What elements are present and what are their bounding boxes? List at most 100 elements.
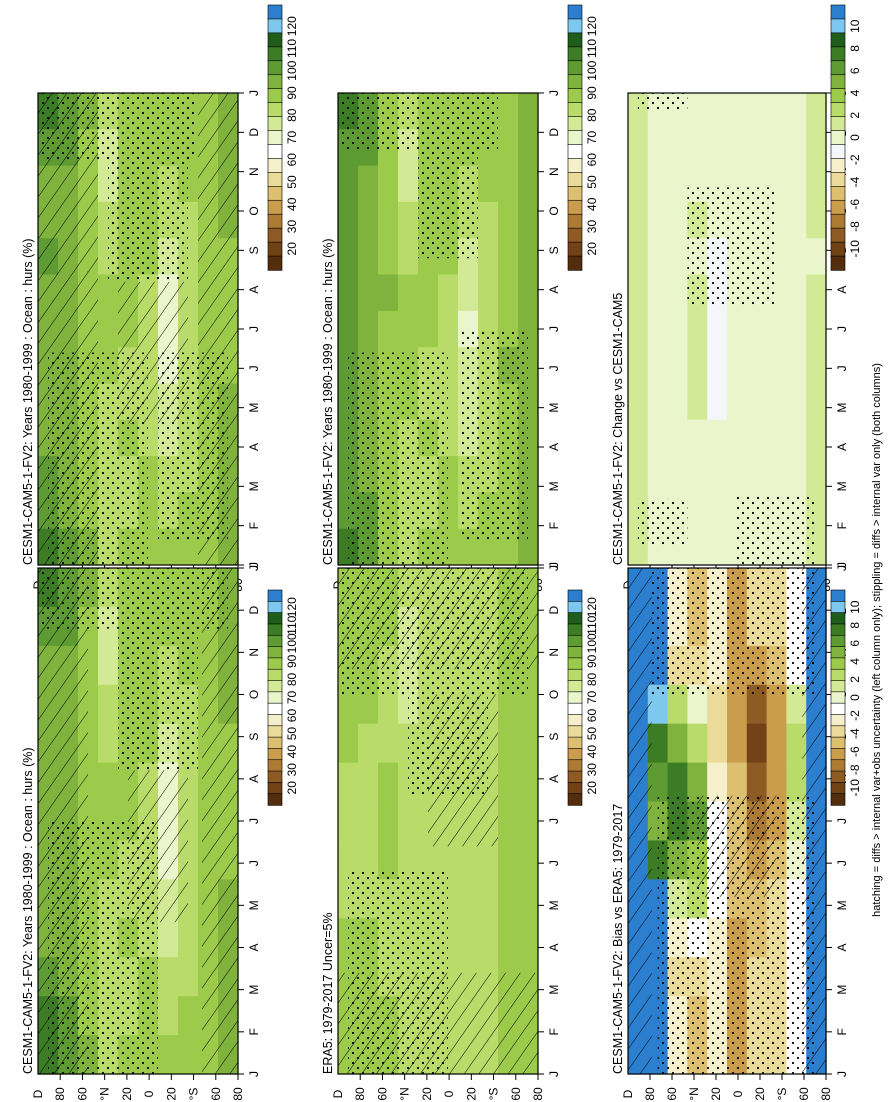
colorbar-swatch [567, 255, 583, 271]
x-tick-label: J [247, 818, 261, 824]
panel-title: ERA5: 1979-2017 Uncer=5% [321, 912, 335, 1074]
y-tick-label: 20 [709, 1087, 723, 1101]
y-tick-label: 60 [75, 1087, 89, 1101]
colorbar-tick-label: 4 [848, 658, 862, 665]
colorbar-swatch [567, 60, 583, 76]
colorbar: 120 110 100 90 80 70 60 50 40 30 20 [567, 4, 599, 271]
colorbar-tick-label: 100 [585, 60, 599, 80]
colorbar-swatch [830, 158, 846, 174]
hatching-region [128, 770, 188, 923]
heatmap-cell [628, 456, 649, 493]
x-tick-label: A [547, 443, 561, 451]
colorbar-tick-label: 20 [585, 781, 599, 795]
colorbar-swatch [567, 623, 583, 636]
colorbar-tick-label: 20 [285, 242, 299, 256]
colorbar-tick-label: 80 [285, 108, 299, 122]
colorbar-swatch [267, 60, 283, 76]
heatmap-cell [628, 165, 649, 203]
heatmap-cell [707, 492, 728, 530]
colorbar-swatch [567, 186, 583, 201]
x-tick-label: N [547, 167, 561, 176]
colorbar-swatch [567, 725, 583, 738]
y-tick-label: 80 [531, 1087, 545, 1101]
colorbar-swatch [830, 144, 846, 160]
colorbar-swatch [267, 736, 283, 750]
hatching-region [38, 568, 88, 1074]
colorbar-tick-label: 80 [585, 108, 599, 122]
heatmap-cell [806, 165, 827, 203]
heatmap-cell [667, 419, 688, 457]
heatmap-cell [746, 419, 768, 457]
colorbar-tick-label: -6 [848, 746, 862, 757]
colorbar-swatch [267, 199, 283, 215]
heatmap-cell [518, 879, 539, 919]
heatmap-cell [647, 201, 669, 239]
heatmap-cell [786, 723, 807, 764]
colorbar-swatch [567, 668, 583, 682]
heatmap-cell [786, 456, 807, 493]
colorbar-tick-label: -10 [848, 779, 862, 797]
colorbar-swatch [267, 623, 283, 636]
heatmap-cell [727, 129, 748, 167]
heatmap-cell [667, 723, 688, 764]
heatmap-cell [647, 274, 669, 312]
heatmap-cell [746, 684, 768, 725]
colorbar-swatch [830, 102, 846, 118]
heatmap-cell [707, 684, 728, 725]
colorbar-swatch [567, 18, 583, 34]
heatmap-cell [518, 840, 539, 880]
heatmap-cell [786, 419, 807, 457]
heatmap-cell [727, 723, 748, 764]
colorbar-swatch [830, 612, 846, 625]
colorbar-tick-label: 6 [848, 67, 862, 74]
heatmap-cell [418, 840, 439, 880]
hatching-region [428, 694, 498, 847]
colorbar-swatch [567, 748, 583, 761]
x-tick-label: J [547, 326, 561, 332]
colorbar-swatch [267, 241, 283, 257]
colorbar-swatch [830, 186, 846, 201]
y-tick-label: 60 [209, 1087, 223, 1101]
heatmap-cell [806, 419, 827, 457]
heatmap-cell [647, 129, 669, 167]
x-tick-label: M [835, 481, 849, 491]
heatmap-cell [98, 684, 119, 725]
heatmap-cell [806, 129, 827, 167]
heatmap-cell [338, 165, 359, 203]
heatmap-cell [358, 684, 379, 725]
colorbar-swatch [830, 793, 846, 806]
colorbar-swatch [267, 172, 283, 188]
heatmap-cell [98, 274, 119, 312]
heatmap-cell [498, 801, 519, 842]
stippling-region [736, 494, 817, 565]
heatmap-cell [746, 456, 768, 493]
heatmap-cell [518, 129, 539, 167]
y-tick-label: 0 [142, 1090, 156, 1097]
colorbar-swatch [267, 680, 283, 693]
colorbar-tick-label: 110 [285, 615, 299, 634]
colorbar-tick-label: 90 [585, 86, 599, 100]
hatching-region [802, 568, 826, 1074]
heatmap-cell [98, 762, 119, 803]
heatmap-cell [398, 274, 419, 312]
heatmap-cell [687, 310, 708, 348]
heatmap-cell [358, 723, 379, 764]
y-tick-label: 60 [375, 1087, 389, 1101]
heatmap-cell [98, 723, 119, 764]
colorbar-swatch [267, 759, 283, 772]
x-tick-label: A [835, 286, 849, 294]
colorbar-swatch [267, 634, 283, 648]
colorbar-swatch [267, 714, 283, 727]
colorbar-swatch [830, 759, 846, 772]
colorbar-tick-label: -4 [848, 176, 862, 187]
heatmap-cell [647, 347, 669, 385]
colorbar-swatch [267, 227, 283, 243]
colorbar-swatch [567, 680, 583, 693]
x-tick-label: D [247, 606, 261, 615]
heatmap-cell [647, 684, 669, 725]
colorbar-swatch [567, 770, 583, 784]
colorbar-swatch [567, 702, 583, 716]
hatching-region [38, 93, 98, 565]
heatmap-cell [338, 238, 359, 276]
colorbar-swatch [830, 74, 846, 90]
